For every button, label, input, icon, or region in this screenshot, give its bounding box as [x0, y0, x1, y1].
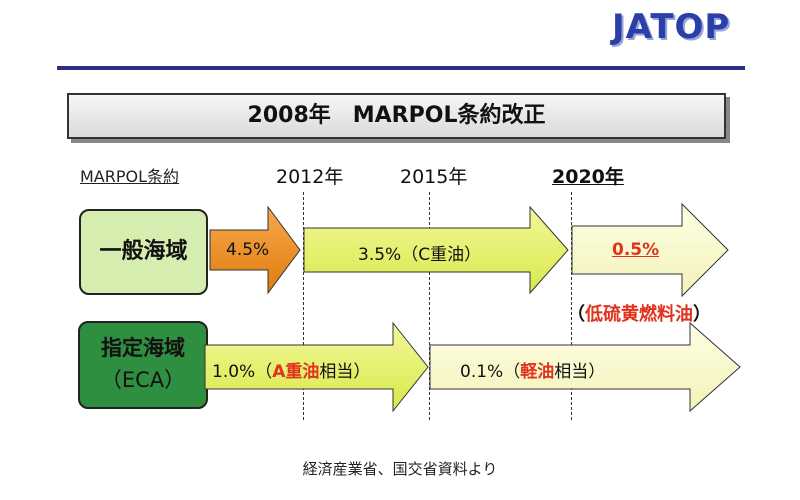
arrow-0-1-percent — [429, 321, 741, 413]
year-2020-label: 2020年 — [552, 166, 624, 188]
note-low-sulfur-fuel: 低硫黄燃料油 — [585, 304, 693, 325]
year-2015-label: 2015年 — [400, 166, 468, 188]
arrow-label-4-5: 4.5% — [226, 240, 270, 260]
label-0-1-suffix: 相当） — [554, 362, 606, 382]
arrow-label-1-0: 1.0%（A重油相当） — [212, 357, 370, 382]
arrow-label-3-5: 3.5%（C重油） — [358, 240, 481, 265]
general-sea-area-box: 一般海域 — [79, 209, 208, 295]
marpol-label: MARPOL条約 — [80, 167, 180, 186]
note-close: ） — [693, 304, 711, 325]
label-0-1-prefix: 0.1%（ — [460, 362, 521, 382]
eca-sea-area-box: 指定海域 （ECA） — [78, 321, 208, 409]
timeline-2020-line — [571, 192, 572, 420]
label-3-5-prefix: 3.5%（ — [358, 245, 419, 265]
label-a-heavy-oil: A重油 — [272, 362, 320, 382]
arrow-label-0-1: 0.1%（軽油相当） — [460, 357, 605, 382]
arrow-1-0-percent — [204, 321, 429, 413]
note-open: （ — [567, 304, 585, 325]
arrow-4-5-percent — [209, 205, 301, 295]
jatop-logo: JATOP — [612, 7, 731, 47]
arrow-3-5-percent — [303, 205, 569, 295]
timeline-2012-line — [303, 192, 304, 420]
eca-title: 指定海域 — [101, 336, 185, 360]
low-sulfur-fuel-note: （低硫黄燃料油） — [567, 300, 711, 326]
label-light-oil: 軽油 — [520, 362, 555, 382]
year-2012-label: 2012年 — [276, 166, 344, 188]
label-1-0-suffix: 相当） — [319, 362, 371, 382]
timeline-2015-line — [429, 192, 430, 420]
source-note: 経済産業省、国交省資料より — [302, 460, 498, 478]
header-rule — [57, 66, 745, 70]
diagram-title: 2008年 MARPOL条約改正 — [67, 93, 726, 139]
label-3-5-suffix: ） — [464, 245, 482, 265]
label-1-0-prefix: 1.0%（ — [212, 362, 273, 382]
eca-subtitle: （ECA） — [100, 368, 186, 392]
arrow-0-5-percent — [571, 202, 729, 298]
label-c-heavy-oil: C重油 — [418, 245, 465, 265]
arrow-label-0-5: 0.5% — [612, 240, 660, 260]
